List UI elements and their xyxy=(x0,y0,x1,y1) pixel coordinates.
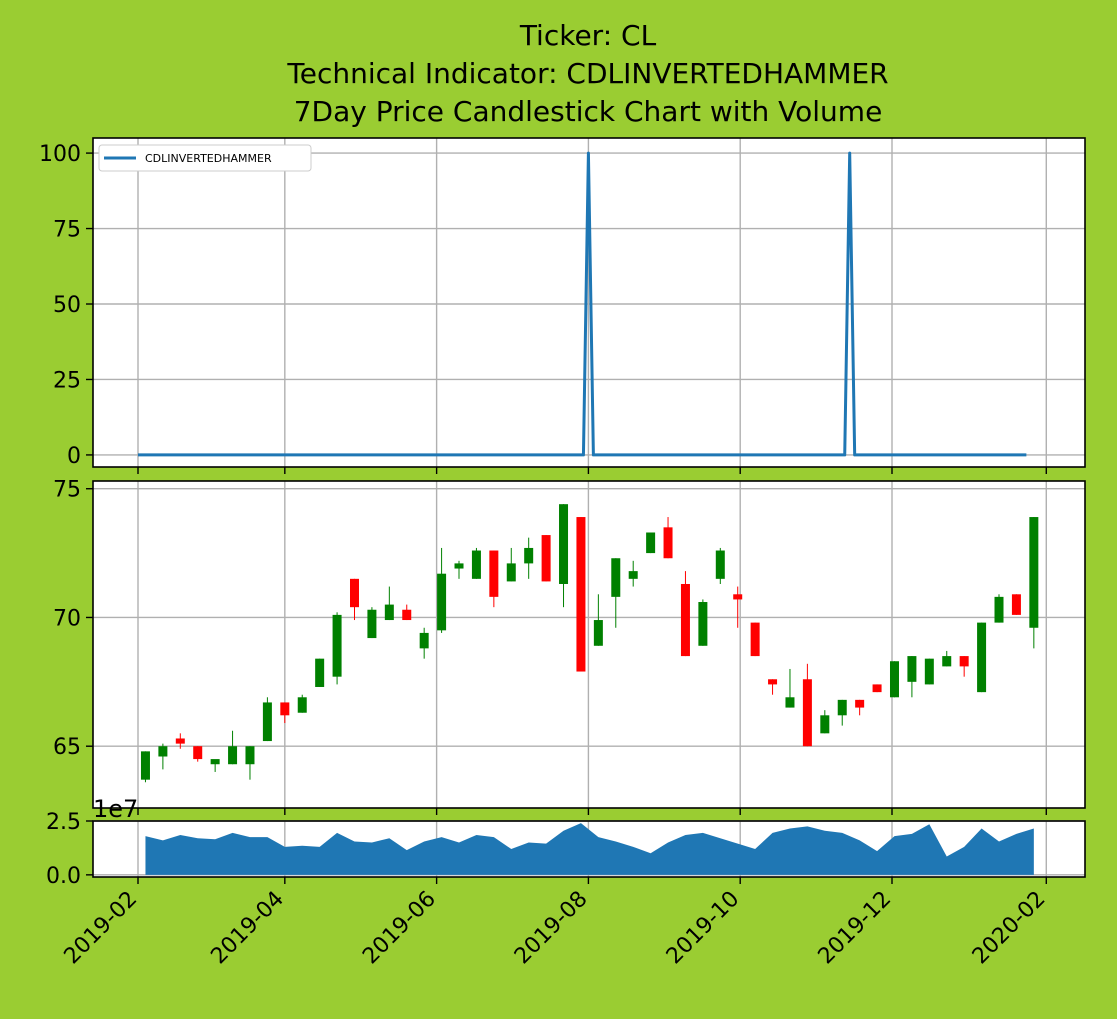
candle-body-37 xyxy=(785,697,795,708)
candle-body-2 xyxy=(175,738,185,744)
candle-body-16 xyxy=(419,632,429,649)
candle-body-31 xyxy=(680,583,690,657)
indicator-ytick-label-3: 75 xyxy=(53,218,81,243)
title-line-2: Technical Indicator: CDLINVERTEDHAMMER xyxy=(286,57,888,90)
x-axis-labels: 2019-02 2019-04 2019-06 2019-08 2019-10 2019-… xyxy=(60,887,1051,970)
volume-area xyxy=(145,823,1034,875)
volume-ytick-label-1: 2.5 xyxy=(46,810,81,835)
indicator-ytick-label-1: 25 xyxy=(53,368,81,393)
candle-body-48 xyxy=(977,622,987,693)
candle-body-47 xyxy=(959,656,969,667)
candle-body-46 xyxy=(942,656,952,667)
candle-body-5 xyxy=(228,746,238,765)
candle-body-17 xyxy=(437,573,447,631)
candle-body-50 xyxy=(1011,594,1021,615)
candle-body-3 xyxy=(193,746,203,760)
indicator-ytick-label-4: 100 xyxy=(39,142,81,167)
candle-body-30 xyxy=(663,527,673,559)
indicator-line xyxy=(138,151,1027,457)
candle-body-33 xyxy=(715,550,725,579)
candle-body-20 xyxy=(489,550,499,597)
candle-body-12 xyxy=(349,578,359,608)
xtick-label-0: 2019-02 xyxy=(60,887,143,970)
candle-body-6 xyxy=(245,746,255,765)
candle-body-32 xyxy=(698,602,708,646)
candle-body-36 xyxy=(768,679,778,685)
indicator-ytick-label-2: 50 xyxy=(53,293,81,318)
volume-ytick-label-0: 0.0 xyxy=(46,864,81,889)
legend-box xyxy=(98,144,312,172)
candle-body-13 xyxy=(367,609,377,639)
indicator-ytick-label-0: 0 xyxy=(67,444,81,469)
candle-body-38 xyxy=(802,679,812,747)
candle-body-42 xyxy=(872,684,882,693)
title-line-1: Ticker: CL xyxy=(519,19,657,52)
candle-body-44 xyxy=(907,656,917,682)
candle-body-23 xyxy=(541,535,551,582)
candle-body-0 xyxy=(140,751,150,780)
candle-body-21 xyxy=(506,563,516,582)
candle-body-51 xyxy=(1029,517,1039,628)
candle-body-1 xyxy=(158,746,168,757)
figure-title: Ticker: CL Technical Indicator: CDLINVER… xyxy=(286,19,888,128)
candle-body-22 xyxy=(524,547,534,564)
xtick-label-6: 2020-02 xyxy=(968,887,1051,970)
candle-body-40 xyxy=(837,699,847,716)
candle-body-45 xyxy=(924,658,934,685)
candle-body-10 xyxy=(315,658,325,687)
xtick-label-1: 2019-04 xyxy=(206,887,289,970)
candle-body-15 xyxy=(402,609,412,621)
panel-indicator: 0 25 50 75 100 CDLINVERTEDHAMMER xyxy=(39,137,1086,474)
panel-volume: 1e7 0.0 2.5 xyxy=(46,795,1086,889)
title-line-3: 7Day Price Candlestick Chart with Volume xyxy=(294,95,883,128)
candle-body-25 xyxy=(576,517,586,672)
candle-body-11 xyxy=(332,614,342,677)
candle-body-8 xyxy=(280,702,290,716)
candle-body-19 xyxy=(471,550,481,579)
candle-body-26 xyxy=(593,620,603,646)
xtick-label-5: 2019-12 xyxy=(814,887,897,970)
candle-body-18 xyxy=(454,563,464,569)
price-ytick-label-0: 65 xyxy=(53,735,81,760)
xtick-label-3: 2019-08 xyxy=(510,887,593,970)
legend-label: CDLINVERTEDHAMMER xyxy=(145,152,272,165)
panel-price: 65 70 75 xyxy=(53,478,1086,815)
candle-body-24 xyxy=(559,504,569,584)
xtick-label-2: 2019-06 xyxy=(358,887,441,970)
volume-offset-label: 1e7 xyxy=(93,795,138,823)
candle-body-34 xyxy=(733,594,743,600)
candle-body-29 xyxy=(646,532,656,554)
candle-body-7 xyxy=(262,702,272,742)
candle-body-14 xyxy=(384,604,394,621)
candle-body-41 xyxy=(855,699,865,708)
candle-body-28 xyxy=(628,571,638,579)
price-ytick-label-2: 75 xyxy=(53,478,81,503)
candle-body-27 xyxy=(611,558,621,597)
candle-body-43 xyxy=(889,661,899,698)
price-ytick-label-1: 70 xyxy=(53,606,81,631)
candle-body-9 xyxy=(297,697,307,713)
candle-body-39 xyxy=(820,715,830,734)
candle-body-4 xyxy=(210,759,220,765)
xtick-label-4: 2019-10 xyxy=(662,887,745,970)
candle-body-49 xyxy=(994,596,1004,623)
candle-body-35 xyxy=(750,622,760,657)
